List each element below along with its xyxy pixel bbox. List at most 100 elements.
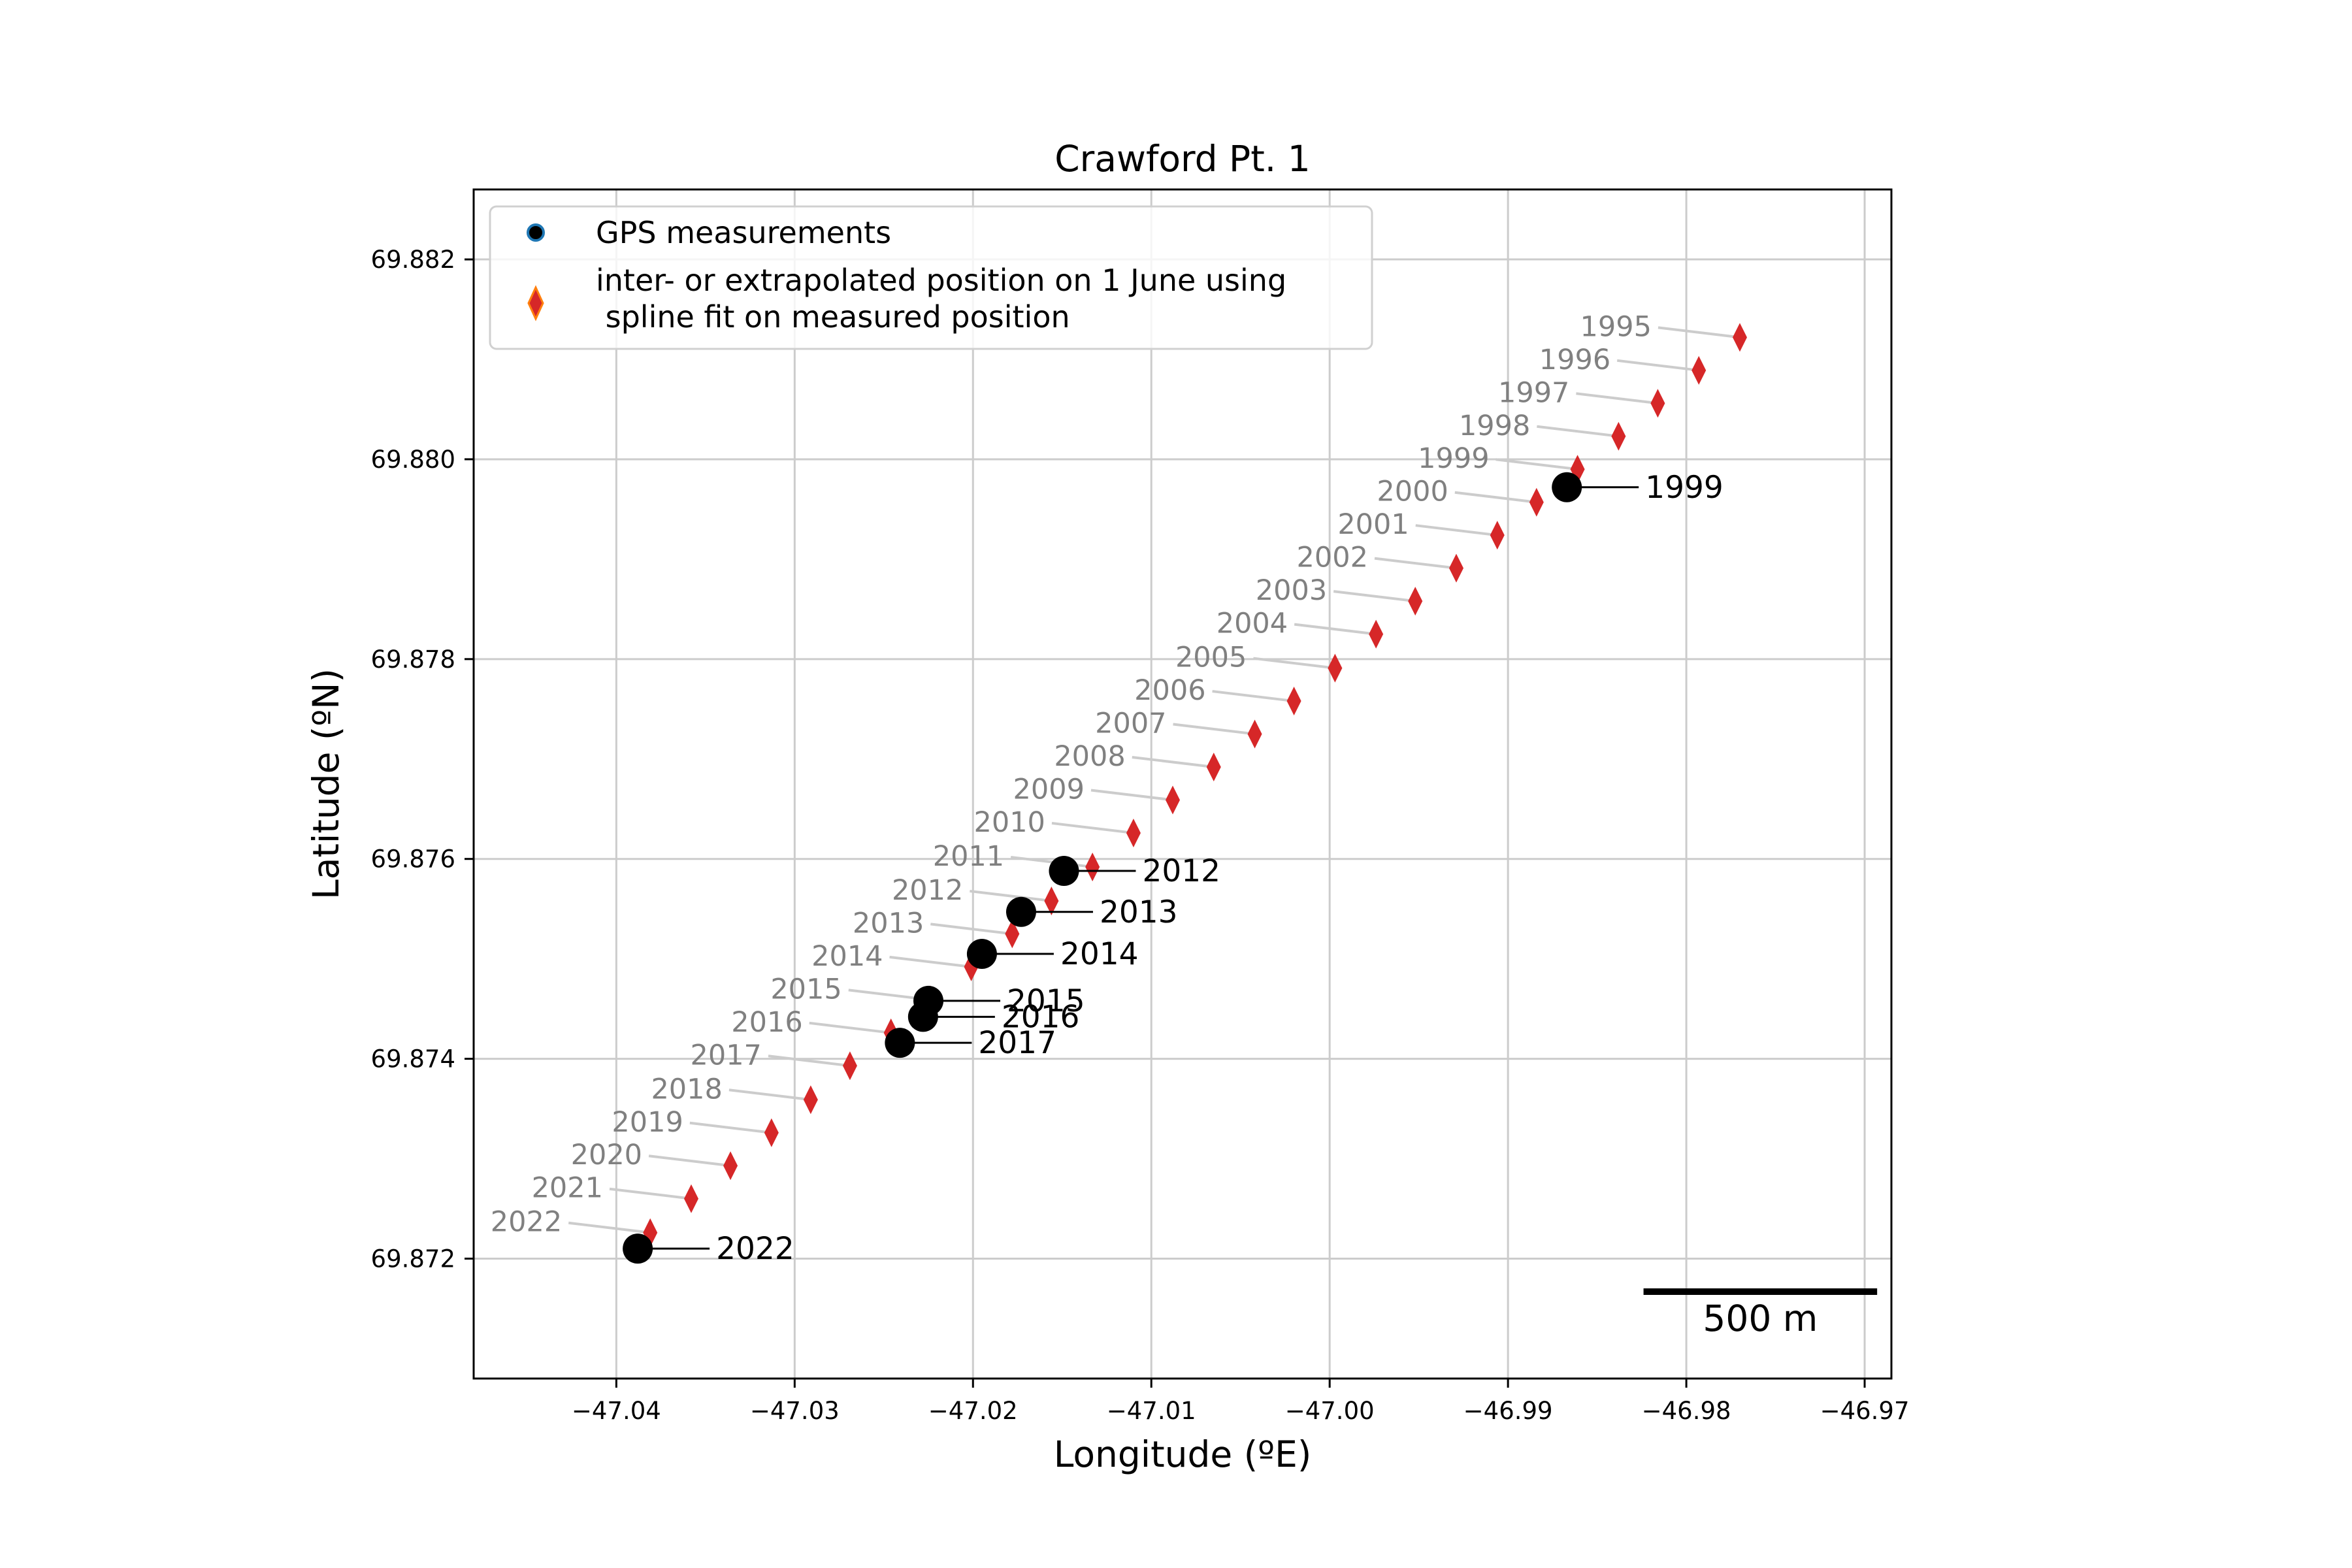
interp-year-label: 2005	[1175, 642, 1247, 674]
interp-year-label: 2007	[1095, 708, 1166, 740]
interp-point	[1005, 919, 1020, 949]
interp-leader-line	[1253, 657, 1335, 670]
interp-year-label: 2010	[973, 806, 1045, 839]
y-tick-label: 69.872	[371, 1245, 455, 1273]
interp-leader-line	[609, 1187, 692, 1200]
x-tick-label: −47.02	[928, 1397, 1018, 1425]
interp-year-label: 2003	[1256, 574, 1327, 607]
interp-point	[1165, 785, 1180, 815]
legend-interp-marker	[527, 285, 544, 321]
interp-year-label: 2011	[933, 840, 1004, 873]
legend-gps-marker	[527, 223, 545, 242]
gps-point	[1552, 472, 1582, 502]
interp-point	[1490, 521, 1505, 550]
gps-year-label: 2014	[1060, 936, 1139, 972]
interp-point	[1732, 323, 1747, 352]
interp-year-label: 1997	[1498, 376, 1569, 409]
scale-bar: 500 m	[1643, 1288, 1878, 1339]
chart-title: Crawford Pt. 1	[1054, 138, 1310, 180]
interp-leader-line	[768, 1054, 851, 1068]
interp-leader-line	[1616, 359, 1699, 372]
x-tick-label: −46.97	[1820, 1397, 1910, 1425]
interp-leader-line	[1537, 425, 1619, 438]
interp-year-label: 2018	[651, 1073, 722, 1105]
interp-year-label: 2021	[532, 1172, 603, 1205]
interp-leader-line	[1051, 821, 1134, 834]
interp-point	[1085, 852, 1100, 881]
gps-point	[885, 1028, 915, 1058]
interp-leader-line	[728, 1088, 811, 1102]
interp-point	[723, 1151, 738, 1181]
y-tick-label: 69.874	[371, 1045, 455, 1073]
interp-year-label: 2013	[853, 907, 924, 939]
x-tick-label: −47.04	[572, 1397, 661, 1425]
interp-year-label: 2009	[1013, 773, 1085, 806]
interp-point	[1529, 487, 1544, 517]
interp-leader-line	[1010, 855, 1093, 868]
x-tick-label: −46.98	[1642, 1397, 1731, 1425]
y-tick-label: 69.882	[371, 246, 455, 274]
gps-point	[907, 1002, 938, 1032]
interp-year-label: 1995	[1580, 310, 1652, 343]
interp-leader-lines	[568, 326, 1740, 1234]
interp-leader-line	[1132, 756, 1215, 768]
gps-point	[1005, 896, 1036, 927]
gps-year-label: 1999	[1645, 470, 1723, 506]
y-axis-title: Latitude (ºN)	[305, 668, 347, 900]
interp-year-label: 1996	[1539, 344, 1610, 376]
gps-year-label: 2012	[1142, 853, 1220, 889]
interp-year-label: 2006	[1134, 674, 1205, 707]
interp-point	[1247, 719, 1262, 749]
y-tick-label: 69.876	[371, 845, 455, 874]
x-tick-label: −47.00	[1285, 1397, 1375, 1425]
interp-leader-line	[1454, 491, 1537, 504]
interp-leader-line	[930, 923, 1013, 936]
x-tick-label: −47.03	[750, 1397, 840, 1425]
y-axis-ticks: 69.872 69.874 69.876 69.878 69.880 69.882	[371, 246, 474, 1273]
legend-box	[489, 205, 1373, 350]
interp-leader-line	[1090, 789, 1173, 802]
interp-point	[1448, 553, 1463, 583]
interp-point	[842, 1051, 857, 1081]
x-axis-title: Longitude (ºE)	[1054, 1433, 1312, 1475]
interp-leader-line	[1374, 557, 1457, 570]
gps-point	[966, 939, 997, 969]
y-tick-label: 69.880	[371, 446, 455, 474]
interp-point	[764, 1118, 779, 1147]
interp-leader-line	[889, 955, 972, 968]
gps-year-label: 2017	[978, 1025, 1056, 1061]
interp-markers	[643, 323, 1747, 1247]
interp-leader-line	[648, 1154, 731, 1168]
legend-gps-label: GPS measurements	[596, 215, 891, 250]
scale-bar-label: 500 m	[1703, 1298, 1818, 1339]
interp-leader-line	[970, 889, 1052, 902]
plot-frame	[472, 188, 1893, 1380]
interp-year-label: 2019	[612, 1106, 683, 1139]
interp-point	[1369, 619, 1384, 649]
interp-leader-line	[689, 1121, 772, 1134]
gps-point	[623, 1233, 653, 1264]
legend-interp-label-line: inter- or extrapolated position on 1 Jun…	[596, 263, 1286, 298]
x-axis-ticks: −47.04 −47.03 −47.02 −47.01 −47.00 −46.99 −46.…	[572, 1379, 1910, 1425]
interp-leader-line	[1294, 623, 1377, 636]
interp-leader-line	[1415, 524, 1498, 537]
interp-year-label: 2008	[1054, 740, 1125, 773]
interp-year-label: 2014	[811, 940, 883, 973]
x-tick-label: −47.01	[1107, 1397, 1196, 1425]
x-tick-label: −46.99	[1463, 1397, 1553, 1425]
interp-year-label: 2022	[491, 1206, 562, 1239]
interp-year-label: 2004	[1217, 608, 1288, 640]
legend-interp-label: inter- or extrapolated position on 1 Jun…	[596, 263, 1286, 335]
interp-year-label: 2015	[770, 973, 841, 1005]
interp-year-label: 1998	[1459, 410, 1530, 442]
gps-markers	[623, 472, 1582, 1264]
interp-leader-line	[1333, 590, 1416, 603]
interp-point	[1611, 421, 1626, 451]
interp-point	[1408, 587, 1423, 616]
interp-year-label: 2020	[571, 1139, 642, 1171]
y-tick-label: 69.878	[371, 645, 455, 674]
interp-point	[1328, 653, 1343, 683]
interp-year-label: 2016	[731, 1006, 802, 1039]
